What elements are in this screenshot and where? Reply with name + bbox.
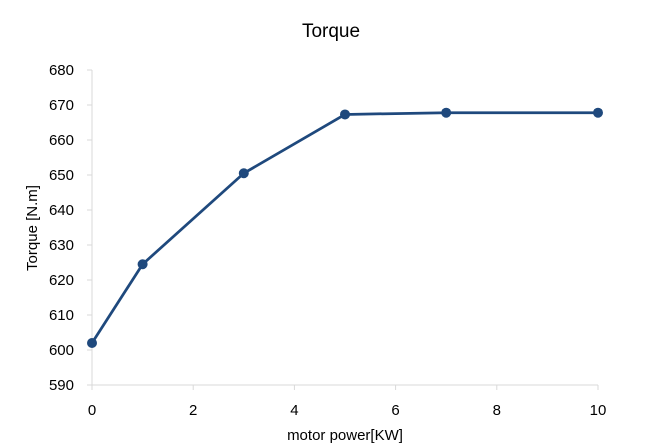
chart-title: Torque	[302, 21, 360, 42]
x-tick-label: 10	[590, 402, 607, 419]
data-point	[593, 107, 603, 118]
x-tick-label: 6	[391, 402, 399, 419]
y-tick-label: 620	[49, 272, 74, 289]
data-point	[340, 109, 350, 120]
y-tick-label: 640	[49, 202, 74, 219]
y-tick-label: 610	[49, 307, 74, 324]
y-axis-title: Torque [N.m]	[24, 185, 41, 271]
y-tick-label: 590	[49, 377, 74, 394]
y-tick-label: 600	[49, 342, 74, 359]
data-point	[137, 259, 148, 270]
y-tick-label: 630	[49, 237, 74, 254]
x-tick-label: 8	[493, 402, 501, 419]
y-tick-labels: 590 600 610 620 630 640 650 660 670 680	[49, 62, 92, 394]
data-point	[441, 107, 452, 118]
x-axis-title: motor power[KW]	[287, 427, 403, 444]
y-tick-label: 670	[49, 97, 74, 114]
x-tick-label: 4	[290, 402, 298, 419]
data-point	[238, 168, 249, 179]
y-tick-label: 650	[49, 167, 74, 184]
y-tick-label: 660	[49, 132, 74, 149]
x-tick-labels: 0 2 4 6 8 10	[88, 385, 607, 419]
x-tick-label: 0	[88, 402, 96, 419]
x-tick-label: 2	[189, 402, 197, 419]
y-tick-label: 680	[49, 62, 74, 79]
data-point	[87, 338, 97, 348]
series-line	[90, 111, 598, 344]
series-layer	[87, 107, 603, 348]
